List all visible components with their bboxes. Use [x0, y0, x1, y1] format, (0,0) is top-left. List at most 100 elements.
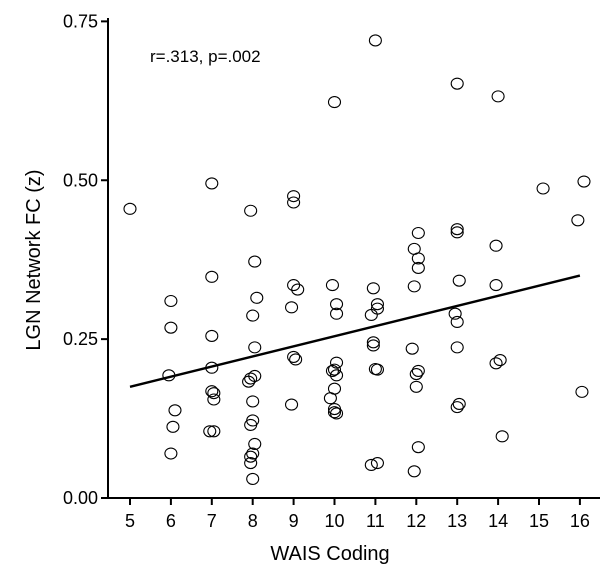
data-point [493, 354, 507, 367]
data-point [411, 252, 425, 265]
data-point [207, 425, 221, 438]
data-point [287, 196, 301, 209]
data-point [168, 404, 182, 417]
data-point [166, 420, 180, 433]
data-point [205, 177, 219, 190]
data-point [289, 353, 303, 366]
data-point [329, 407, 344, 420]
data-point [448, 307, 462, 320]
data-point [450, 401, 464, 414]
x-tick-label: 10 [324, 511, 344, 531]
data-point [491, 90, 505, 103]
x-tick-label: 11 [366, 511, 385, 531]
data-point [411, 226, 425, 240]
data-point [411, 441, 425, 454]
data-point [248, 437, 262, 451]
data-point [203, 425, 217, 438]
x-tick-label: 8 [248, 511, 258, 531]
data-point [246, 472, 260, 485]
data-point [370, 298, 384, 311]
x-tick-label: 5 [125, 511, 135, 531]
data-point [327, 363, 342, 376]
data-point [366, 339, 380, 352]
data-point [577, 175, 591, 188]
data-point [205, 270, 219, 283]
data-point [368, 34, 382, 47]
data-point [291, 283, 305, 296]
data-point [205, 385, 219, 398]
data-point [244, 418, 258, 431]
data-point [329, 369, 344, 382]
data-point [325, 364, 340, 377]
y-tick-label: 0.75 [63, 11, 98, 31]
data-point [325, 279, 340, 292]
data-point [327, 406, 342, 419]
data-point [164, 294, 178, 308]
data-point [409, 380, 423, 393]
data-point [329, 356, 344, 369]
data-point [329, 298, 344, 311]
data-point [248, 341, 262, 354]
data-point [244, 456, 258, 470]
data-point [248, 255, 262, 268]
data-point [452, 397, 466, 410]
data-point [246, 447, 260, 460]
x-tick-label: 15 [529, 511, 549, 531]
data-point [164, 447, 178, 460]
data-point [364, 308, 378, 322]
data-point [409, 368, 423, 381]
data-point [450, 77, 464, 90]
data-point [571, 214, 585, 227]
data-point [366, 336, 380, 349]
data-point [123, 202, 137, 215]
data-point [370, 456, 384, 470]
data-point [323, 392, 337, 405]
data-point [329, 307, 344, 320]
data-point [242, 375, 256, 388]
data-point [246, 395, 260, 408]
data-point [411, 364, 425, 377]
x-tick-label: 12 [406, 511, 426, 531]
x-tick-label: 16 [570, 511, 590, 531]
data-point [285, 398, 299, 411]
y-tick-label: 0.00 [63, 488, 98, 508]
data-point [575, 385, 589, 398]
data-point [244, 450, 258, 463]
data-point [495, 430, 509, 443]
y-tick-label: 0.50 [63, 170, 98, 190]
data-point [407, 465, 421, 478]
correlation-annotation: r=.313, p=.002 [150, 47, 261, 66]
data-point [287, 190, 301, 203]
data-point [366, 282, 380, 295]
data-point [370, 363, 384, 376]
data-point [450, 315, 464, 329]
data-point [287, 279, 301, 292]
data-point [489, 239, 503, 252]
x-axis-title: WAIS Coding [270, 543, 389, 565]
regression-line [129, 274, 581, 388]
data-point [244, 204, 258, 217]
x-tick-label: 14 [488, 511, 508, 531]
data-point [405, 342, 419, 355]
data-point [364, 458, 378, 472]
data-point [327, 96, 342, 109]
data-point [246, 309, 260, 322]
data-point [285, 301, 299, 314]
x-tick-label: 13 [447, 511, 467, 531]
data-point [450, 226, 464, 239]
data-point [244, 372, 258, 385]
data-point [287, 350, 301, 363]
data-point [450, 223, 464, 236]
data-point [489, 279, 503, 292]
x-tick-label: 9 [289, 511, 299, 531]
x-tick-label: 6 [166, 511, 176, 531]
data-point [205, 329, 219, 342]
data-point [489, 357, 503, 370]
y-tick-label: 0.25 [63, 329, 98, 349]
data-point [207, 387, 221, 400]
data-point [536, 182, 550, 195]
data-point [407, 280, 421, 293]
plot-area: 0.00 0.25 0.50 0.75 5 6 7 8 9 10 11 12 13 14 15 16 [63, 11, 600, 531]
data-point [452, 274, 466, 287]
